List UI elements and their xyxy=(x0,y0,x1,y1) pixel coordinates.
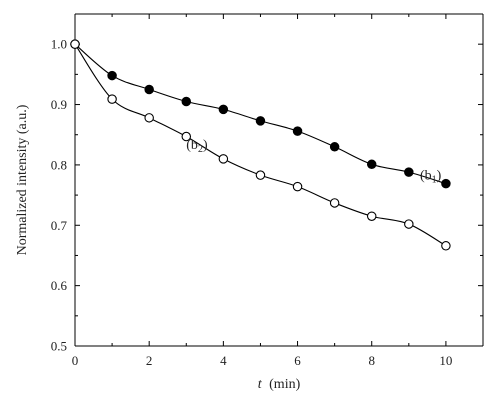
data-point-open xyxy=(255,170,266,180)
y-axis-title: Normalized intensity (a.u.) xyxy=(15,104,30,255)
series-annotation: (b1) xyxy=(420,168,442,185)
data-point-filled xyxy=(218,104,229,115)
data-point-open xyxy=(441,241,451,251)
x-tick-label: 2 xyxy=(146,353,153,368)
x-axis-title: t (min) xyxy=(258,377,301,392)
y-tick-label: 0.7 xyxy=(51,218,68,233)
series-annotation: (b2) xyxy=(186,138,208,155)
x-axis-unit: (min) xyxy=(269,377,300,392)
y-tick-label: 0.8 xyxy=(51,157,67,172)
data-point-open xyxy=(366,211,377,221)
data-point-open xyxy=(181,131,192,142)
series-line xyxy=(74,43,447,247)
data-point-open xyxy=(144,113,154,123)
x-ticks: 0 2 4 6 8 10 xyxy=(72,14,484,368)
data-point-filled xyxy=(107,70,117,81)
x-tick-label: 10 xyxy=(439,353,452,368)
y-tick-label: 0.5 xyxy=(51,339,67,354)
data-point-filled xyxy=(144,84,154,95)
data-point-open xyxy=(292,181,303,192)
x-axis-symbol: t xyxy=(258,377,263,392)
data-point-filled xyxy=(441,178,451,189)
y-tick-label: 1.0 xyxy=(51,37,67,52)
x-tick-label: 8 xyxy=(368,353,375,368)
data-point-filled xyxy=(255,116,266,126)
y-tick-label: 0.6 xyxy=(51,278,68,293)
y-ticks: 0.5 0.6 0.7 0.8 0.9 1.0 xyxy=(51,37,483,354)
x-tick-label: 4 xyxy=(220,353,227,368)
y-tick-label: 0.9 xyxy=(51,97,67,112)
data-point-open xyxy=(404,219,414,229)
plot-frame xyxy=(74,13,484,347)
data-point-filled xyxy=(292,126,303,136)
x-tick-label: 0 xyxy=(72,353,79,368)
x-tick-label: 6 xyxy=(294,353,301,368)
data-point-filled xyxy=(181,96,192,107)
series-line xyxy=(74,43,447,185)
data-point-open xyxy=(218,154,229,164)
data-point-filled xyxy=(366,159,377,170)
series-annotations: (b1) (b2) xyxy=(186,138,441,185)
data-point-open xyxy=(329,198,340,208)
data-point-open xyxy=(70,39,80,49)
data-point-filled xyxy=(329,142,340,152)
series-curves xyxy=(74,43,447,247)
data-point-filled xyxy=(404,167,414,177)
data-point-open xyxy=(107,94,117,104)
series-points xyxy=(70,39,451,251)
